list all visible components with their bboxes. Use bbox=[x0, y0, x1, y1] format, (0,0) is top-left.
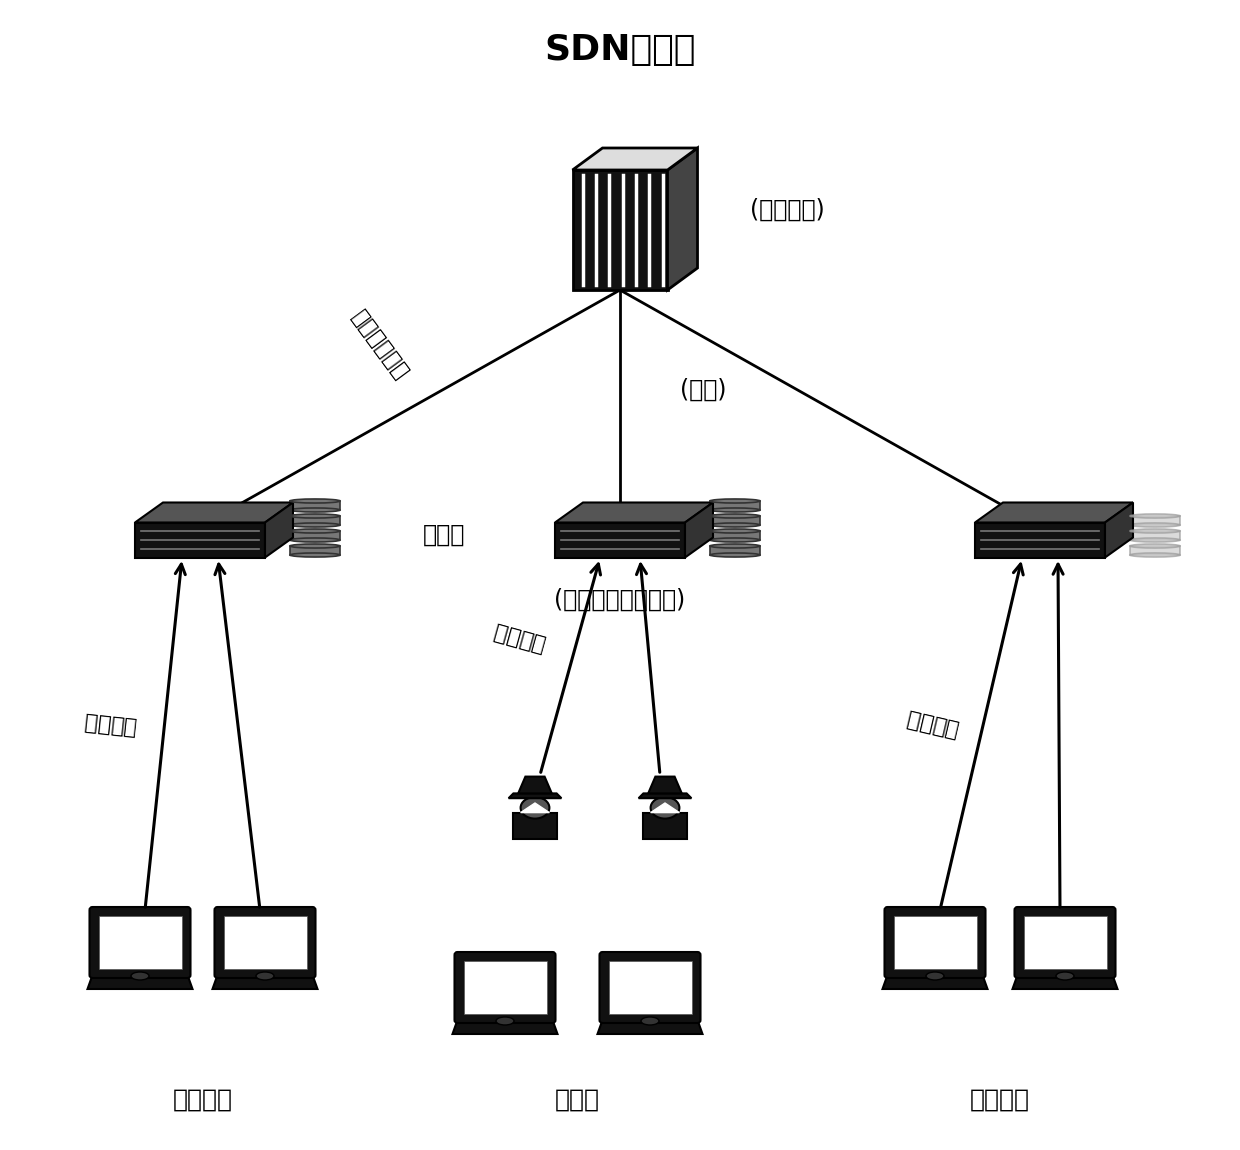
Ellipse shape bbox=[711, 553, 760, 557]
Polygon shape bbox=[711, 546, 760, 555]
Polygon shape bbox=[711, 516, 760, 526]
Polygon shape bbox=[212, 975, 317, 989]
Text: 交换机: 交换机 bbox=[423, 523, 465, 547]
Polygon shape bbox=[598, 1020, 703, 1034]
FancyBboxPatch shape bbox=[894, 917, 977, 969]
FancyBboxPatch shape bbox=[599, 952, 701, 1024]
Polygon shape bbox=[711, 531, 760, 540]
Polygon shape bbox=[1013, 975, 1117, 989]
Ellipse shape bbox=[711, 499, 760, 503]
Polygon shape bbox=[88, 975, 192, 989]
Ellipse shape bbox=[290, 538, 340, 542]
Polygon shape bbox=[649, 776, 682, 793]
Polygon shape bbox=[135, 522, 265, 558]
Ellipse shape bbox=[711, 514, 760, 518]
Ellipse shape bbox=[1130, 514, 1180, 518]
Ellipse shape bbox=[290, 529, 340, 532]
Ellipse shape bbox=[255, 972, 274, 980]
Text: 正常流量: 正常流量 bbox=[903, 708, 960, 739]
FancyBboxPatch shape bbox=[455, 952, 556, 1024]
Polygon shape bbox=[1130, 546, 1180, 555]
FancyBboxPatch shape bbox=[464, 961, 547, 1014]
Polygon shape bbox=[639, 793, 692, 798]
Polygon shape bbox=[975, 522, 1105, 558]
Polygon shape bbox=[521, 803, 549, 813]
Polygon shape bbox=[1130, 531, 1180, 540]
Polygon shape bbox=[135, 503, 293, 522]
FancyBboxPatch shape bbox=[1014, 907, 1116, 978]
Text: 合法用户: 合法用户 bbox=[970, 1088, 1030, 1112]
Polygon shape bbox=[883, 975, 987, 989]
FancyBboxPatch shape bbox=[98, 917, 181, 969]
Polygon shape bbox=[556, 503, 713, 522]
FancyBboxPatch shape bbox=[223, 917, 306, 969]
Ellipse shape bbox=[711, 508, 760, 512]
Text: (拥塞): (拥塞) bbox=[680, 378, 727, 402]
Ellipse shape bbox=[1130, 529, 1180, 532]
Polygon shape bbox=[556, 522, 684, 558]
FancyBboxPatch shape bbox=[215, 907, 315, 978]
Ellipse shape bbox=[926, 972, 944, 980]
Polygon shape bbox=[667, 148, 697, 290]
Text: 攻击者: 攻击者 bbox=[556, 1088, 600, 1112]
Polygon shape bbox=[290, 501, 340, 509]
Ellipse shape bbox=[290, 514, 340, 518]
Polygon shape bbox=[518, 776, 552, 793]
Polygon shape bbox=[265, 503, 293, 558]
Ellipse shape bbox=[521, 797, 549, 819]
Ellipse shape bbox=[290, 523, 340, 527]
Polygon shape bbox=[684, 503, 713, 558]
Polygon shape bbox=[573, 170, 667, 290]
FancyBboxPatch shape bbox=[609, 961, 692, 1014]
Text: SDN控制器: SDN控制器 bbox=[544, 33, 696, 67]
Ellipse shape bbox=[290, 508, 340, 512]
Text: 合法用户: 合法用户 bbox=[172, 1088, 233, 1112]
Text: (资源饱和): (资源饱和) bbox=[750, 198, 825, 222]
Ellipse shape bbox=[1130, 553, 1180, 557]
Polygon shape bbox=[1130, 516, 1180, 526]
Ellipse shape bbox=[290, 499, 340, 503]
Polygon shape bbox=[975, 503, 1133, 522]
Polygon shape bbox=[1105, 503, 1133, 558]
Ellipse shape bbox=[290, 544, 340, 549]
Polygon shape bbox=[290, 516, 340, 526]
Ellipse shape bbox=[651, 797, 680, 819]
Ellipse shape bbox=[711, 538, 760, 542]
Ellipse shape bbox=[1130, 538, 1180, 542]
Ellipse shape bbox=[496, 1017, 515, 1025]
Polygon shape bbox=[290, 546, 340, 555]
Polygon shape bbox=[290, 531, 340, 540]
Text: 正常流量: 正常流量 bbox=[81, 711, 136, 737]
Ellipse shape bbox=[641, 1017, 658, 1025]
Ellipse shape bbox=[1056, 972, 1074, 980]
Ellipse shape bbox=[711, 523, 760, 527]
Polygon shape bbox=[573, 148, 697, 170]
Ellipse shape bbox=[290, 553, 340, 557]
Text: 攻击流量: 攻击流量 bbox=[489, 621, 546, 654]
Polygon shape bbox=[508, 793, 562, 798]
Ellipse shape bbox=[711, 529, 760, 532]
Polygon shape bbox=[513, 813, 557, 840]
FancyBboxPatch shape bbox=[884, 907, 986, 978]
Polygon shape bbox=[651, 803, 680, 813]
Ellipse shape bbox=[131, 972, 149, 980]
FancyBboxPatch shape bbox=[1023, 917, 1106, 969]
Polygon shape bbox=[711, 501, 760, 509]
Polygon shape bbox=[453, 1020, 558, 1034]
Ellipse shape bbox=[711, 544, 760, 549]
Text: 数据控制通道: 数据控制通道 bbox=[348, 307, 412, 383]
FancyBboxPatch shape bbox=[89, 907, 191, 978]
Text: (过载及流表项溢出): (过载及流表项溢出) bbox=[554, 588, 686, 612]
Ellipse shape bbox=[1130, 523, 1180, 527]
Ellipse shape bbox=[1130, 544, 1180, 549]
Polygon shape bbox=[644, 813, 687, 840]
